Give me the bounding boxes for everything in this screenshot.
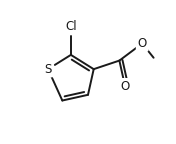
Text: O: O [120, 80, 130, 93]
Text: S: S [44, 63, 52, 76]
Text: Cl: Cl [65, 20, 77, 33]
Text: O: O [138, 37, 147, 50]
